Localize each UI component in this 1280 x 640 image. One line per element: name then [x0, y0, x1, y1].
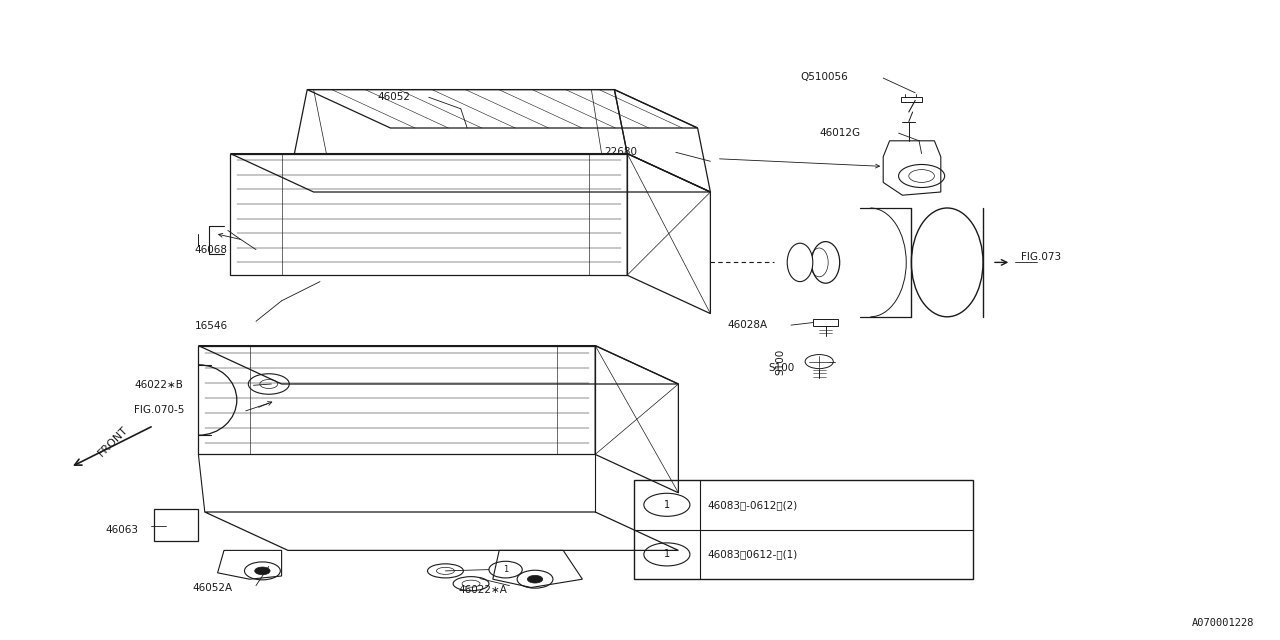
Text: FIG.070-5: FIG.070-5 [134, 404, 184, 415]
Text: 1: 1 [503, 565, 508, 574]
Text: 16546: 16546 [195, 321, 228, 332]
Text: FIG.073: FIG.073 [1021, 252, 1061, 262]
Ellipse shape [812, 241, 840, 283]
Text: 1: 1 [664, 500, 669, 510]
Text: FRONT: FRONT [96, 424, 131, 459]
Text: 46063: 46063 [105, 525, 138, 535]
Circle shape [255, 567, 270, 575]
Text: 46022∗A: 46022∗A [458, 585, 507, 595]
Text: S100: S100 [768, 363, 795, 373]
Text: 46022∗B: 46022∗B [134, 380, 183, 390]
Ellipse shape [787, 243, 813, 282]
Text: 46083（0612-）(1): 46083（0612-）(1) [708, 549, 799, 559]
Text: S100: S100 [776, 348, 786, 375]
Text: Q510056: Q510056 [800, 72, 847, 82]
Text: 46068: 46068 [195, 244, 228, 255]
Text: 22680: 22680 [604, 147, 637, 157]
Circle shape [527, 575, 543, 583]
Text: 46012G: 46012G [819, 128, 860, 138]
Text: 46052: 46052 [378, 92, 411, 102]
Text: 46052A: 46052A [192, 582, 232, 593]
Text: 46028A: 46028A [727, 320, 767, 330]
Ellipse shape [911, 208, 983, 317]
Text: 1: 1 [664, 549, 669, 559]
Text: 46083（-0612）(2): 46083（-0612）(2) [708, 500, 799, 510]
Text: A070001228: A070001228 [1192, 618, 1254, 628]
